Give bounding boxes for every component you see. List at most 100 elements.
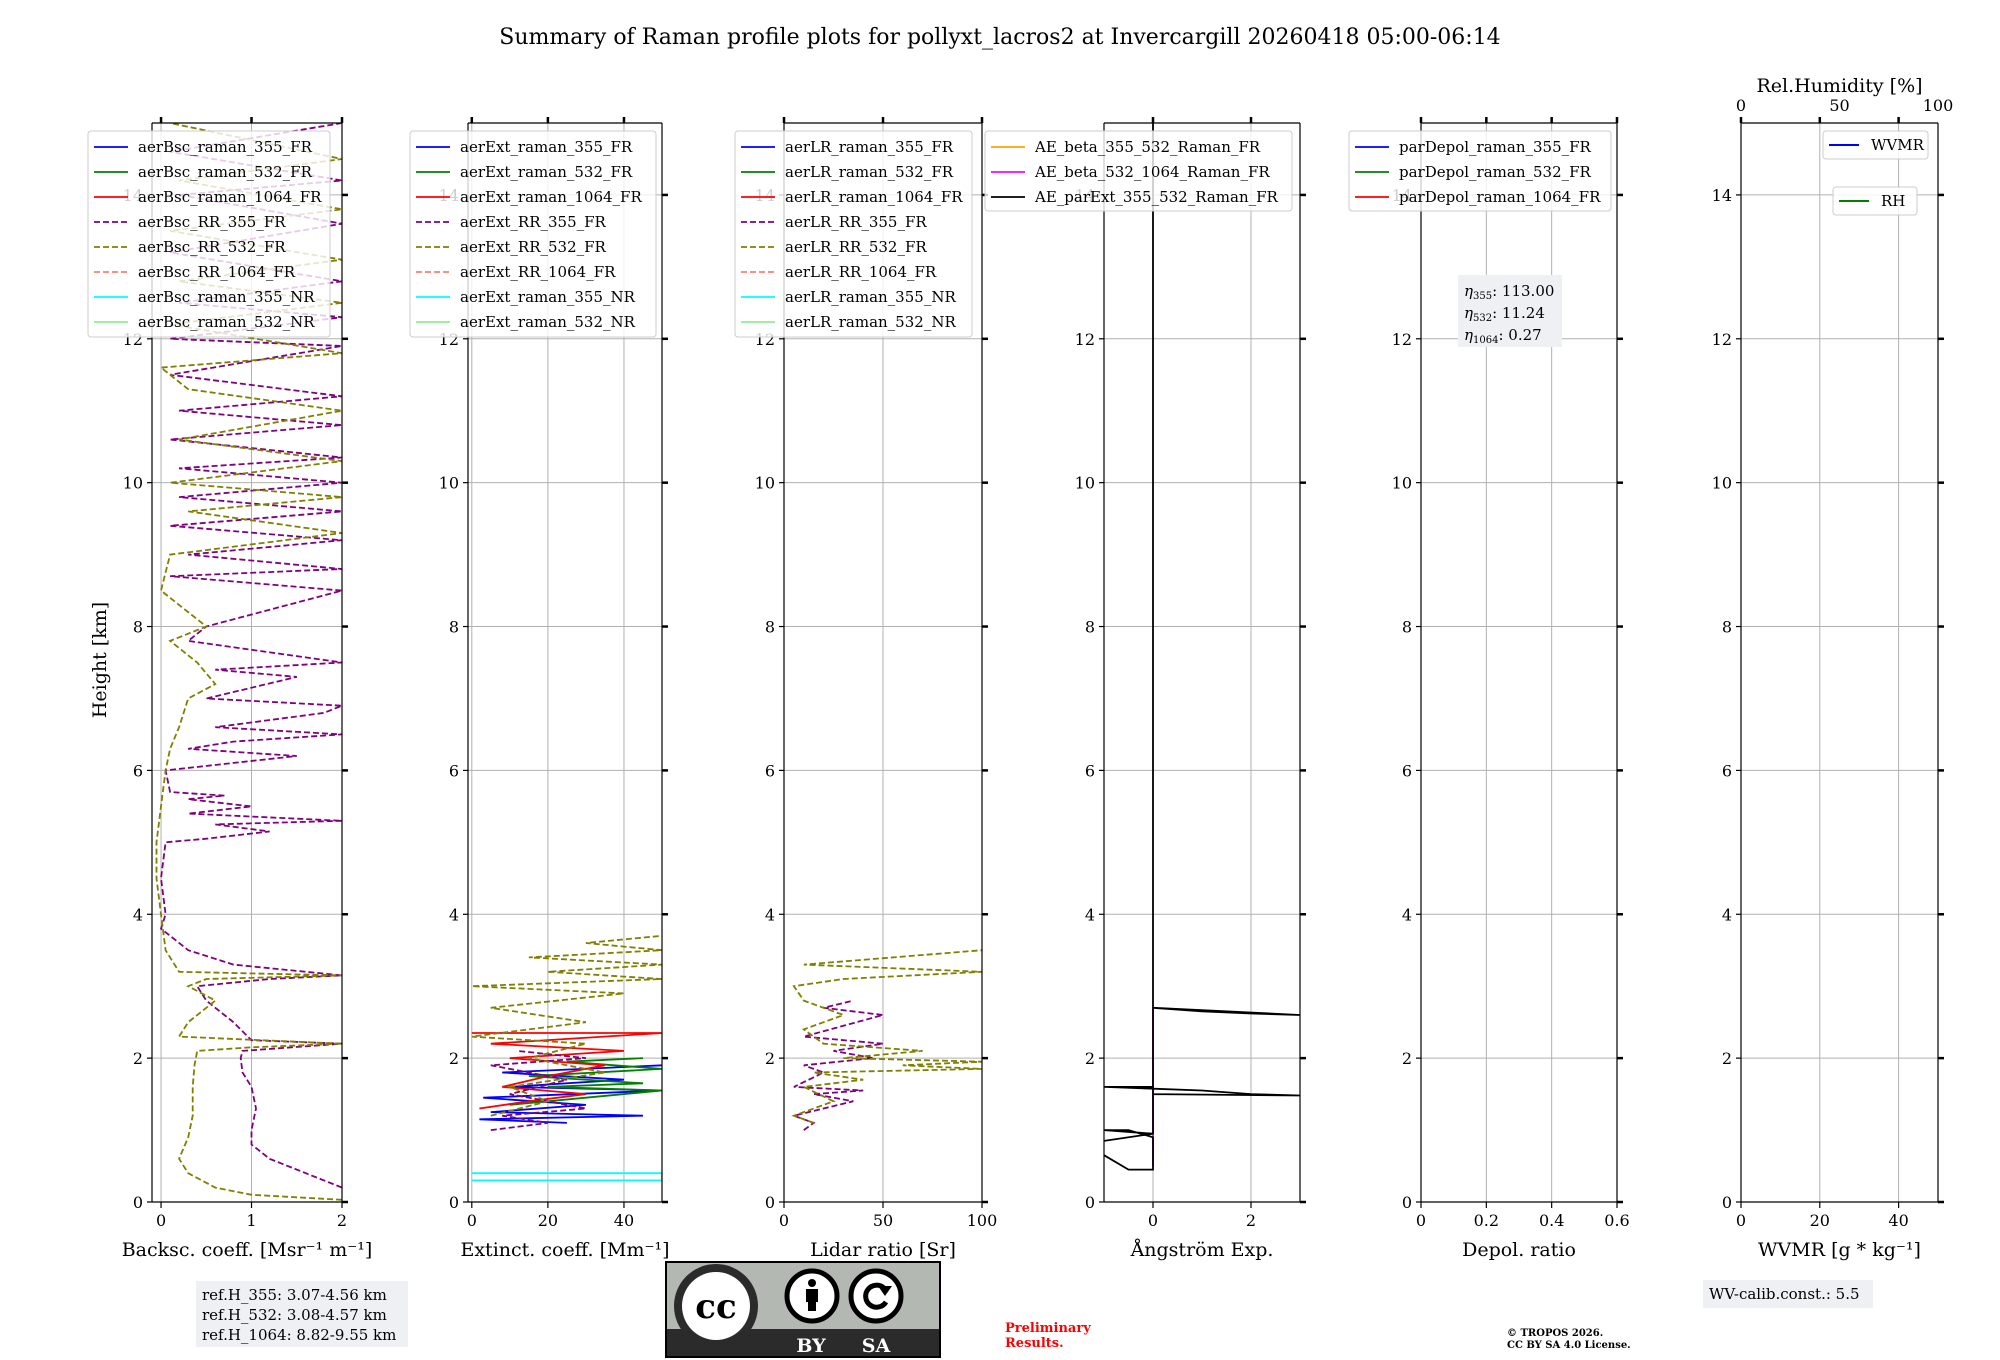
eta-annotation: η355: 113.00 η532: 11.24 η1064: 0.27 [1458,275,1562,347]
refh-1064: ref.H_1064: 8.82-9.55 km [202,1326,396,1344]
x-axis-label-bsc: Backsc. coeff. [Msr⁻¹ m⁻¹] [122,1239,373,1261]
eta532-value: 11.24 [1502,304,1545,322]
x-axis-label-lr: Lidar ratio [Sr] [810,1239,956,1261]
panel-wv: 0 2 4 6 8 10 12 14 0 20 40 WVMR [g * kg⁻¹] 0 50 100Rel… [1712,75,1954,1261]
ytick-label: 4 [1085,905,1095,924]
ytick-label: 4 [1402,905,1412,924]
ytick-label: 8 [1722,618,1732,637]
xtick-label: 0 [1416,1211,1426,1230]
ytick-label: 10 [123,474,143,493]
top-xtick-label: 100 [1923,96,1954,115]
legend-label: aerLR_RR_532_FR [785,238,927,256]
legend-label: aerBsc_RR_1064_FR [138,263,296,281]
legend-label: aerBsc_raman_532_NR [138,313,315,331]
panel-bsc: 02468101214012Backsc. coeff. [Msr⁻¹ m⁻¹]… [87,117,373,1261]
legend-label: AE_beta_355_532_Raman_FR [1034,138,1261,156]
eta355-label: η355: 113.00 [1464,282,1554,302]
xtick-label: 2 [1246,1211,1256,1230]
legend-label: parDepol_raman_1064_FR [1399,188,1601,206]
copyright-line1: © TROPOS 2026. [1507,1328,1603,1339]
legend-label: parDepol_raman_532_FR [1399,163,1592,181]
legend-label: aerExt_raman_532_FR [460,163,633,181]
series-group-lr [790,949,982,1131]
ytick-label: 2 [765,1049,775,1068]
series-group-ae [1104,123,1300,1171]
ytick-label: 2 [1722,1049,1732,1068]
legend-label: aerBsc_RR_355_FR [138,213,286,231]
series-line-aerExt_RR_355_FR [490,1050,587,1131]
top-axis-label: Rel.Humidity [%] [1756,75,1922,97]
legend-box-depol [1348,130,1612,212]
xtick-label: 0 [1148,1211,1158,1230]
ytick-label: 2 [1085,1049,1095,1068]
legend-box-WVMR [1822,130,1929,160]
ytick-label: 0 [765,1193,775,1212]
eta1064-label: η1064: 0.27 [1464,326,1542,346]
series-line-aerLR_RR_532_FR [791,949,982,1124]
legend-label: aerExt_RR_355_FR [460,213,607,231]
legend-label: aerExt_raman_355_FR [460,138,633,156]
by-person-icon [784,1268,840,1324]
legend-label: aerBsc_raman_532_FR [138,163,313,181]
ytick-label: 10 [1712,474,1732,493]
xtick-label: 0.2 [1474,1211,1499,1230]
ytick-label: 10 [755,474,775,493]
legend-label: aerExt_raman_1064_FR [460,188,642,206]
ytick-label: 2 [1402,1049,1412,1068]
legend-box-ae [984,130,1293,212]
xtick-label: 0.4 [1539,1211,1564,1230]
eta1064-value: 0.27 [1508,326,1541,344]
ytick-label: 0 [449,1193,459,1212]
refh-355: ref.H_355: 3.07-4.56 km [202,1286,387,1304]
ytick-label: 6 [1085,761,1095,780]
series-line-aerExt_RR_532_FR [471,934,662,1117]
refh-532: ref.H_532: 3.08-4.57 km [202,1306,387,1324]
cc-text: cc [695,1287,736,1327]
legend-label: WVMR [1871,136,1925,154]
xtick-label: 0 [1736,1211,1746,1230]
xtick-label: 40 [614,1211,634,1230]
xtick-label: 0.6 [1604,1211,1629,1230]
preliminary-line2: Results. [1005,1336,1064,1351]
xtick-label: 20 [1810,1211,1830,1230]
legend-label: aerExt_RR_532_FR [460,238,607,256]
xtick-label: 0 [779,1211,789,1230]
ytick-label: 8 [1402,618,1412,637]
ytick-label: 6 [133,761,143,780]
panel-ext: 0246810121402040Extinct. coeff. [Mm⁻¹]ae… [409,117,670,1261]
y-axis-label: Height [km] [89,602,111,718]
ytick-label: 4 [765,905,775,924]
legend-label: aerLR_raman_355_FR [785,138,954,156]
panels: 02468101214012Backsc. coeff. [Msr⁻¹ m⁻¹]… [87,75,1954,1261]
ytick-label: 0 [1722,1193,1732,1212]
series-line-AE_parExt_355_532_Raman_FR [1104,123,1300,1171]
ytick-label: 8 [133,618,143,637]
eta-annotation-box [1458,275,1562,347]
ytick-label: 6 [765,761,775,780]
legend-box-ext [409,130,657,338]
cc-circle-inner [682,1272,750,1340]
series-line-aerExt_raman_355_NR [471,1172,662,1182]
refh-background [196,1281,408,1347]
legend-label: aerBsc_RR_532_FR [138,238,286,256]
series-line-aerExt_raman_355_FR [479,1064,662,1124]
series-line-aerLR_RR_355_FR [790,999,884,1131]
figure-title: Summary of Raman profile plots for polly… [499,25,1500,50]
legend-label: parDepol_raman_355_FR [1399,138,1592,156]
sa-text: SA [862,1335,891,1357]
legend-label: aerBsc_raman_355_FR [138,138,313,156]
ytick-label: 4 [1722,905,1732,924]
ytick-label: 10 [1392,474,1412,493]
wv-calib-box [1703,1280,1873,1308]
copyright-line2: CC BY SA 4.0 License. [1507,1340,1631,1351]
ytick-label: 0 [1085,1193,1095,1212]
legend-label: aerLR_RR_355_FR [785,213,927,231]
legend-label: RH [1881,192,1905,210]
ytick-label: 6 [449,761,459,780]
ytick-label: 0 [133,1193,143,1212]
ytick-label: 8 [1085,618,1095,637]
series-group-ext [471,934,662,1182]
series-line-aerExt_raman_1064_FR [471,1032,662,1110]
series-line-aerBsc_RR_355_FR [159,123,342,1189]
